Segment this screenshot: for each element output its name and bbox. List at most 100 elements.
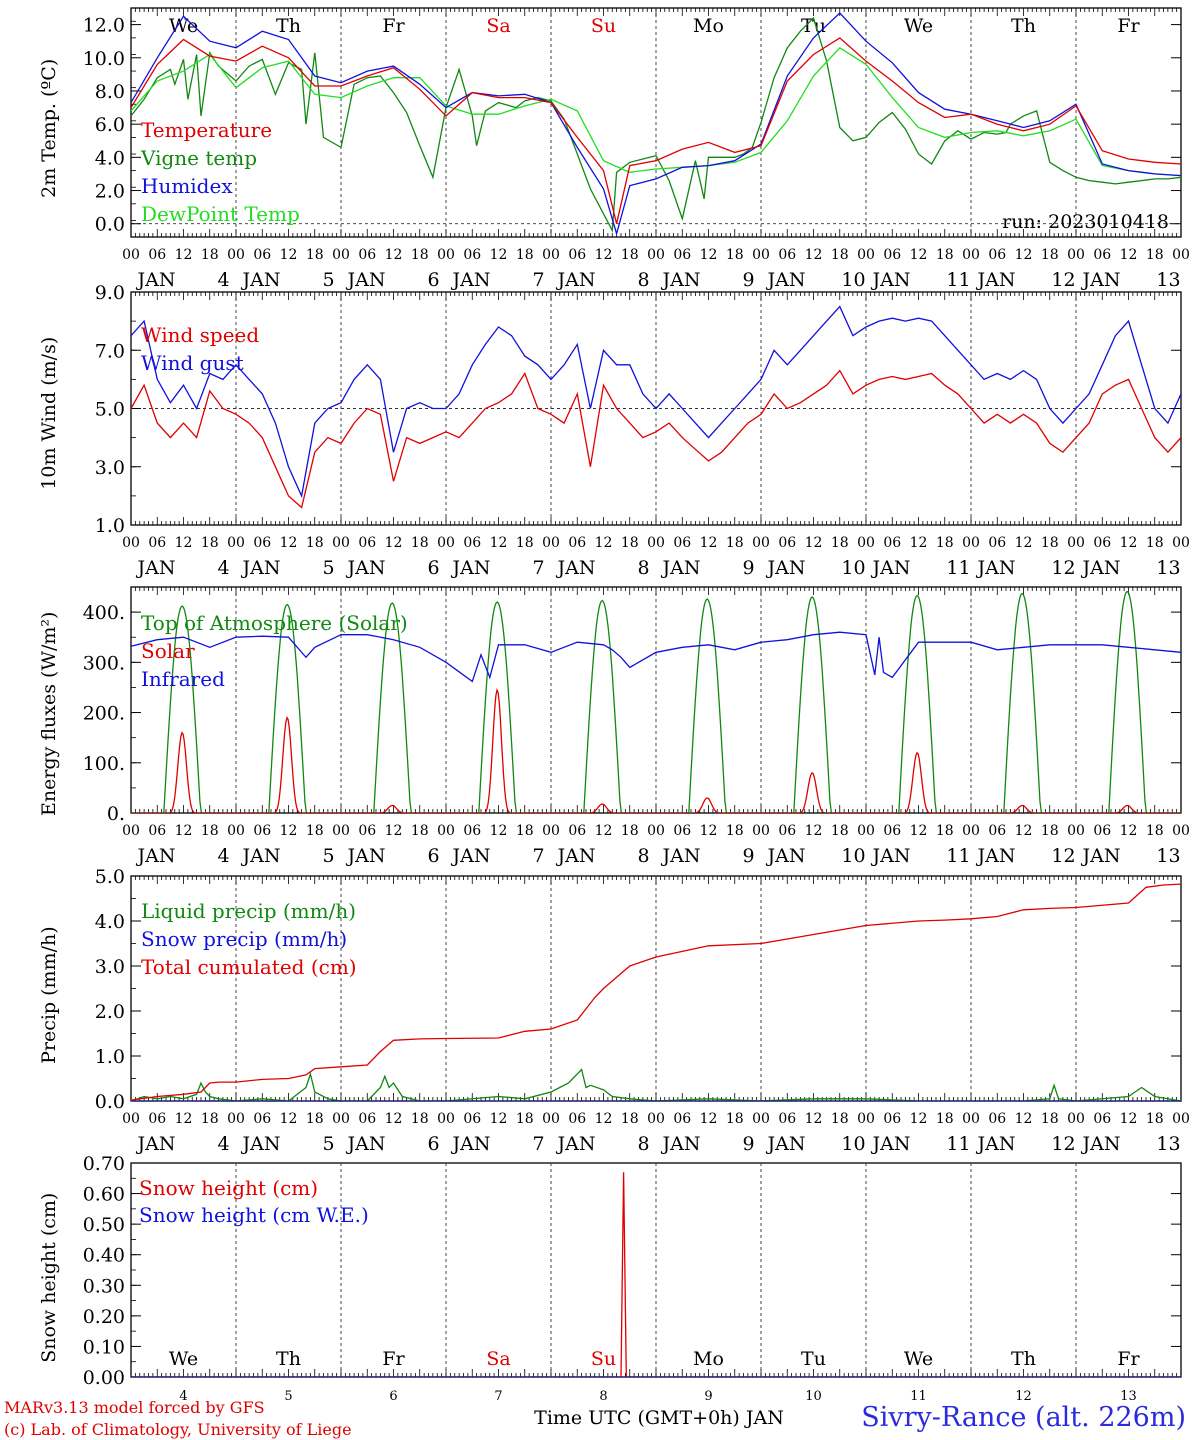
- x-day-label: 6: [427, 1133, 439, 1155]
- x-month-label: JAN: [1081, 1133, 1121, 1155]
- x-hour-label: 18: [621, 823, 639, 839]
- y-tick-label: 2.0: [95, 1001, 125, 1023]
- y-axis-title: Precip (mm/h): [38, 926, 60, 1064]
- x-hour-label: 18: [201, 535, 219, 551]
- x-hour-label: 00: [437, 1111, 455, 1127]
- weekday-label: Th: [1011, 1348, 1036, 1370]
- x-hour-label: 12: [700, 247, 718, 263]
- x-hour-label: 06: [568, 247, 586, 263]
- y-axis-title: Energy fluxes (W/m²): [38, 612, 60, 816]
- x-hour-label: 06: [778, 823, 796, 839]
- x-month-label: JAN: [241, 1133, 281, 1155]
- y-tick-label: 12.0: [83, 15, 125, 37]
- legend-entry: Snow precip (mm/h): [141, 927, 347, 951]
- x-month-label: JAN: [661, 557, 701, 579]
- x-hour-label: 06: [148, 247, 166, 263]
- x-month-label: JAN: [661, 845, 701, 867]
- x-hour-label: 18: [831, 823, 849, 839]
- x-hour-label: 00: [857, 247, 875, 263]
- x-hour-label: 06: [778, 535, 796, 551]
- y-tick-label: 9.0: [95, 282, 125, 304]
- x-hour-label: 00: [227, 1111, 245, 1127]
- x-hour-label: 00: [752, 1111, 770, 1127]
- x-hour-label: 06: [463, 535, 481, 551]
- x-day-label: 10: [841, 557, 865, 579]
- x-hour-label: 12: [280, 1111, 298, 1127]
- x-day-label: 9: [704, 1389, 712, 1404]
- x-hour-label: 18: [621, 1111, 639, 1127]
- x-hour-label: 06: [253, 535, 271, 551]
- x-hour-label: 12: [700, 823, 718, 839]
- x-hour-label: 06: [988, 247, 1006, 263]
- x-month-label: JAN: [1081, 845, 1121, 867]
- y-tick-label: 0.00: [83, 1367, 125, 1389]
- x-hour-label: 00: [437, 535, 455, 551]
- x-hour-label: 00: [542, 247, 560, 263]
- series-line-liquid-precip-mm-h-: [131, 1068, 1181, 1101]
- x-day-label: 8: [599, 1389, 607, 1404]
- x-hour-label: 18: [936, 823, 954, 839]
- x-hour-label: 18: [201, 1111, 219, 1127]
- x-hour-label: 00: [962, 823, 980, 839]
- x-day-label: 9: [742, 1133, 754, 1155]
- weekday-label: We: [169, 15, 198, 37]
- x-hour-label: 00: [542, 535, 560, 551]
- x-hour-label: 06: [883, 247, 901, 263]
- x-hour-label: 18: [1041, 1111, 1059, 1127]
- x-month-label: JAN: [976, 1133, 1016, 1155]
- x-hour-label: 00: [647, 823, 665, 839]
- x-hour-label: 12: [1015, 247, 1033, 263]
- x-hour-label: 12: [595, 823, 613, 839]
- x-hour-label: 00: [542, 1111, 560, 1127]
- weekday-label: Th: [276, 15, 301, 37]
- x-hour-label: 18: [831, 247, 849, 263]
- x-hour-label: 06: [358, 1111, 376, 1127]
- x-hour-label: 18: [306, 247, 324, 263]
- x-hour-label: 06: [988, 823, 1006, 839]
- x-hour-label: 00: [227, 823, 245, 839]
- x-hour-label: 18: [411, 823, 429, 839]
- x-hour-label: 12: [1120, 247, 1138, 263]
- x-hour-label: 18: [936, 535, 954, 551]
- x-hour-label: 06: [1093, 823, 1111, 839]
- x-month-label: JAN: [136, 557, 176, 579]
- x-hour-label: 06: [673, 247, 691, 263]
- x-hour-label: 18: [1041, 535, 1059, 551]
- weekday-label: Th: [276, 1348, 301, 1370]
- y-tick-label: 300.: [83, 652, 125, 674]
- x-hour-label: 12: [910, 1111, 928, 1127]
- x-day-label: 12: [1015, 1389, 1032, 1404]
- x-hour-label: 12: [490, 823, 508, 839]
- x-month-label: JAN: [766, 845, 806, 867]
- x-hour-label: 12: [700, 535, 718, 551]
- site-title: Sivry-Rance (alt. 226m): [861, 1402, 1186, 1433]
- y-tick-label: 0.: [107, 803, 125, 825]
- x-day-label: 4: [217, 845, 229, 867]
- y-tick-label: 100.: [83, 753, 125, 775]
- x-hour-label: 12: [490, 1111, 508, 1127]
- weekday-label: Mo: [693, 15, 724, 37]
- legend-entry: Liquid precip (mm/h): [141, 899, 356, 923]
- x-hour-label: 00: [1067, 1111, 1085, 1127]
- legend-entry: Snow height (cm): [139, 1176, 318, 1200]
- legend-entry: Top of Atmosphere (Solar): [141, 611, 408, 635]
- x-hour-label: 00: [962, 1111, 980, 1127]
- legend-entry: Infrared: [141, 667, 225, 691]
- x-hour-label: 12: [490, 535, 508, 551]
- x-day-label: 6: [389, 1389, 397, 1404]
- x-day-label: 11: [946, 557, 970, 579]
- x-hour-label: 00: [122, 823, 140, 839]
- x-hour-label: 00: [962, 535, 980, 551]
- x-month-label: JAN: [346, 269, 386, 291]
- x-month-label: JAN: [871, 269, 911, 291]
- x-hour-label: 00: [1172, 247, 1190, 263]
- x-hour-label: 00: [752, 247, 770, 263]
- y-tick-label: 0.0: [95, 214, 125, 236]
- x-hour-label: 12: [280, 535, 298, 551]
- x-day-label: 12: [1051, 557, 1075, 579]
- y-tick-label: 10.0: [83, 48, 125, 70]
- y-tick-label: 5.0: [95, 866, 125, 888]
- x-hour-label: 12: [595, 1111, 613, 1127]
- series-line-wind-gust: [131, 305, 1181, 499]
